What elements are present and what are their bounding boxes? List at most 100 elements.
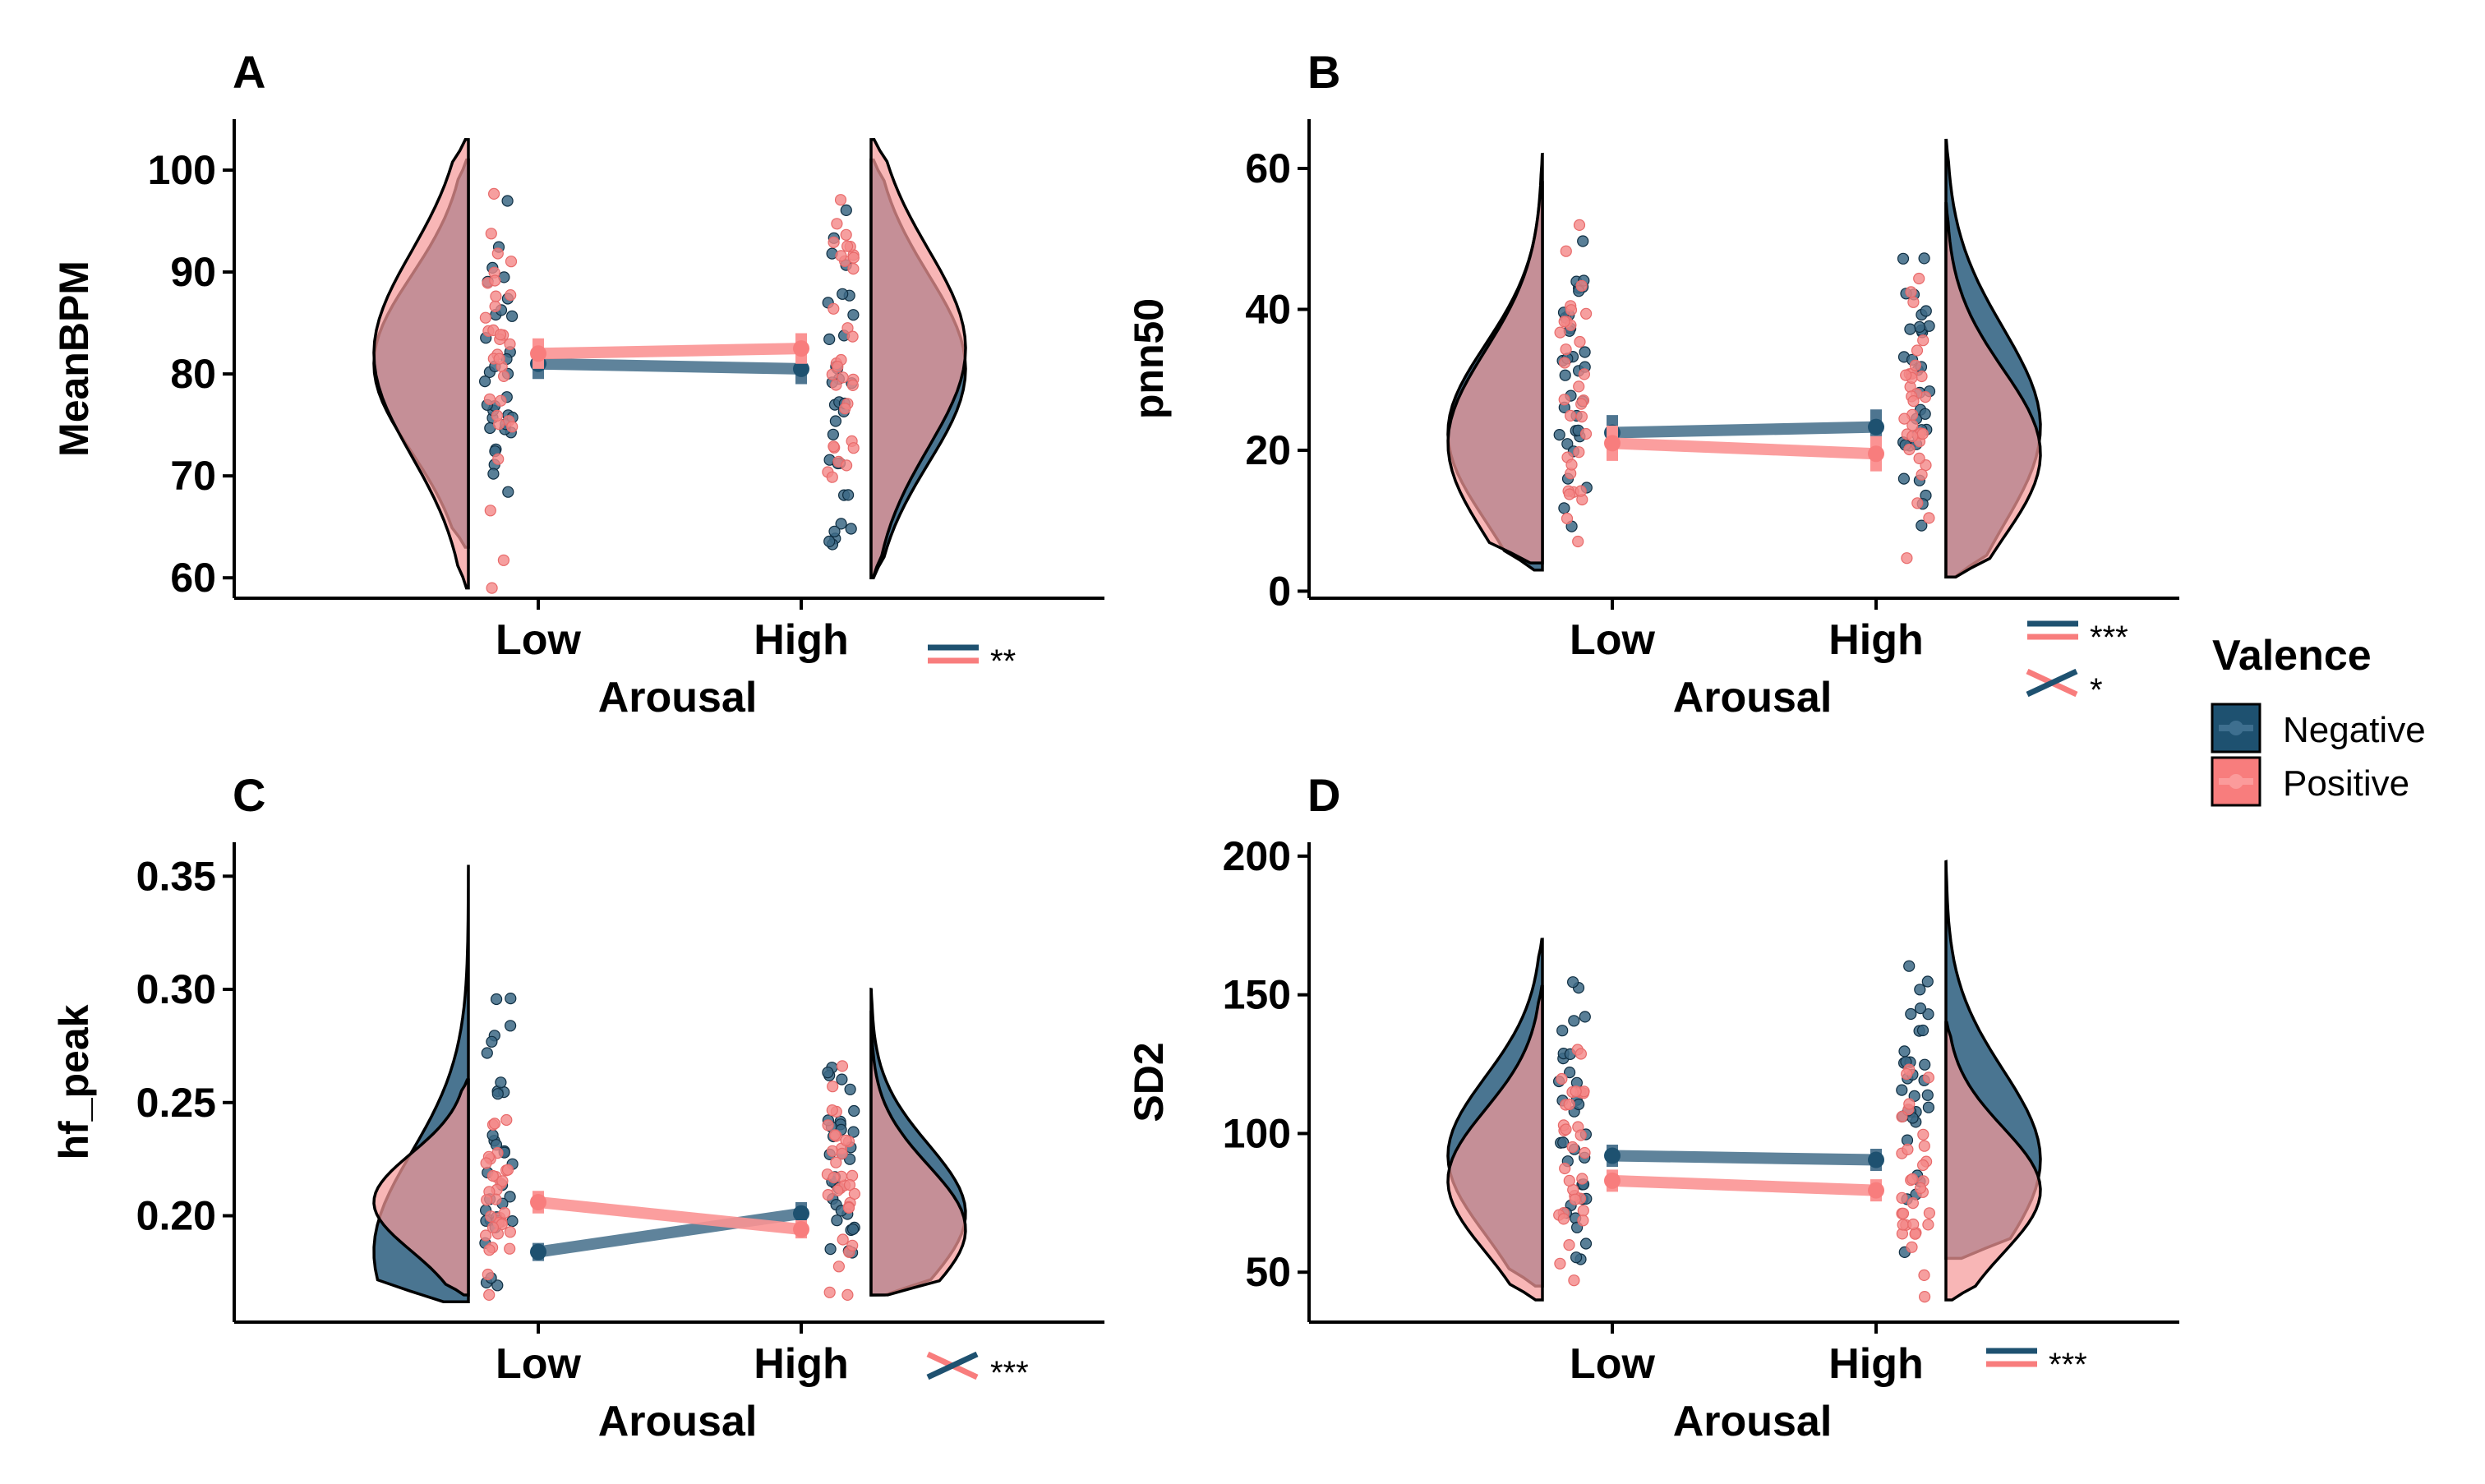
data-point-negative <box>1918 252 1930 265</box>
data-point-negative <box>1579 1237 1593 1250</box>
data-point-negative <box>1922 1101 1934 1113</box>
legend-label-positive: Positive <box>2283 763 2409 804</box>
mean-point-positive <box>1604 435 1621 452</box>
data-point-positive <box>827 1081 839 1093</box>
data-point-positive <box>840 1134 852 1146</box>
violin-positive-high <box>869 138 967 579</box>
panel-letter: B <box>1307 46 1340 98</box>
data-point-positive <box>1573 380 1585 393</box>
data-point-negative <box>837 288 849 300</box>
data-point-positive <box>832 361 844 373</box>
data-point-positive <box>493 353 505 365</box>
data-point-positive <box>847 251 860 264</box>
significance-text: *** <box>990 1355 1029 1391</box>
data-point-negative <box>845 523 857 535</box>
violin-positive-low <box>1446 984 1544 1302</box>
data-point-positive <box>484 505 496 517</box>
y-tick-label: 60 <box>1245 145 1291 191</box>
data-point-negative <box>1568 1015 1580 1027</box>
significance-line-negative <box>2026 668 2078 698</box>
y-tick-label: 50 <box>1245 1249 1291 1295</box>
data-point-positive <box>1572 535 1584 548</box>
mean-point-positive <box>793 340 809 357</box>
data-point-positive <box>1918 1269 1930 1282</box>
violin-positive-high <box>1944 1021 2042 1302</box>
data-point-positive <box>483 1244 496 1256</box>
data-point-positive <box>1558 394 1570 406</box>
data-point-positive <box>1911 344 1924 357</box>
data-point-positive <box>497 370 510 382</box>
data-point-positive <box>500 1113 513 1127</box>
data-point-positive <box>483 1288 496 1302</box>
x-axis-title: Arousal <box>598 674 758 721</box>
data-point-negative <box>1921 1089 1934 1101</box>
data-point-positive <box>486 1169 499 1182</box>
data-point-positive <box>1906 419 1919 431</box>
mean-point-negative <box>1604 1147 1621 1164</box>
data-point-negative <box>1897 252 1910 265</box>
data-point-positive <box>1560 343 1572 356</box>
data-point-positive <box>505 289 517 302</box>
data-point-positive <box>485 1210 497 1223</box>
x-tick-label-low: Low <box>1570 616 1656 664</box>
data-point-negative <box>1920 305 1932 317</box>
data-point-negative <box>1577 235 1589 247</box>
data-point-positive <box>831 218 843 230</box>
data-point-positive <box>1922 1072 1934 1084</box>
data-point-negative <box>1903 960 1916 972</box>
data-point-positive <box>1557 1213 1570 1225</box>
data-point-positive <box>846 379 859 391</box>
data-point-negative <box>481 1047 493 1059</box>
data-point-positive <box>830 379 842 391</box>
mean-point-negative <box>530 1243 546 1260</box>
y-tick-label: 150 <box>1223 972 1291 1018</box>
data-point-negative <box>1561 438 1574 450</box>
y-tick-label: 20 <box>1245 427 1291 473</box>
data-point-positive <box>492 453 505 465</box>
mean-point-negative <box>1868 418 1884 436</box>
data-point-positive <box>1903 1098 1916 1110</box>
data-point-negative <box>1896 1084 1908 1096</box>
data-point-negative <box>1916 1024 1929 1037</box>
data-point-positive <box>1565 459 1578 471</box>
data-point-positive <box>1577 1205 1589 1217</box>
data-point-negative <box>491 1088 504 1100</box>
data-point-positive <box>486 1221 500 1234</box>
y-axis-title: pnn50 <box>1126 298 1172 419</box>
x-tick-label-high: High <box>1828 616 1924 664</box>
data-point-positive <box>1565 304 1578 316</box>
data-point-positive <box>1579 427 1593 440</box>
data-point-positive <box>837 1233 849 1246</box>
data-point-positive <box>1903 443 1916 456</box>
significance-cross: * <box>2026 668 2103 708</box>
data-point-positive <box>1902 1143 1914 1156</box>
data-point-positive <box>1917 1128 1929 1141</box>
data-point-positive <box>1917 334 1929 347</box>
data-point-positive <box>1574 1048 1588 1060</box>
data-point-positive <box>1923 1207 1935 1219</box>
mean-point-positive <box>1868 1182 1884 1199</box>
data-point-positive <box>1579 1146 1591 1159</box>
data-point-positive <box>830 1156 842 1168</box>
data-point-negative <box>1898 1045 1911 1058</box>
violin-positive-low <box>1446 152 1544 565</box>
data-point-positive <box>828 440 840 453</box>
data-point-positive <box>504 1242 516 1255</box>
data-point-negative <box>490 993 503 1006</box>
data-point-positive <box>1554 326 1566 339</box>
y-tick-label: 0.25 <box>136 1080 216 1126</box>
data-point-negative <box>486 1129 499 1141</box>
data-point-positive <box>489 274 501 287</box>
data-point-positive <box>1901 1067 1913 1081</box>
data-point-positive <box>1563 1098 1575 1111</box>
data-point-negative <box>501 195 514 207</box>
x-tick-label-low: Low <box>496 616 582 664</box>
data-point-negative <box>835 518 847 530</box>
violin-positive-high <box>869 1010 967 1297</box>
data-point-positive <box>1909 359 1921 371</box>
data-point-positive <box>835 250 847 262</box>
data-point-negative <box>1563 1066 1576 1079</box>
data-point-positive <box>836 1060 849 1072</box>
legend-dot-negative <box>2229 721 2243 735</box>
data-point-negative <box>506 1214 519 1228</box>
